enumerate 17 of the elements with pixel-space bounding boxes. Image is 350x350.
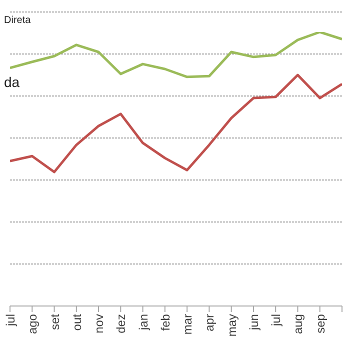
x-tick-label: dez (114, 314, 128, 334)
x-tick-label: jul (269, 314, 284, 328)
x-tick-label: out (70, 313, 84, 331)
annotation: da (4, 74, 20, 90)
x-tick-label: may (224, 314, 239, 337)
x-tick-label: jan (136, 314, 150, 332)
x-tick-label: sep (313, 314, 328, 334)
x-tick-label: aug (291, 314, 306, 334)
text: Direta (4, 15, 31, 26)
x-tick-label: ago (26, 314, 40, 334)
x-tick-label: jul (4, 314, 18, 328)
x-tick-label: nov (92, 314, 106, 334)
x-tick-label: jun (246, 314, 261, 332)
x-tick-label: mar (180, 314, 195, 335)
x-tick-label: apr (202, 314, 217, 332)
x-tick-label: set (48, 313, 62, 330)
x-tick-label: feb (158, 314, 172, 331)
